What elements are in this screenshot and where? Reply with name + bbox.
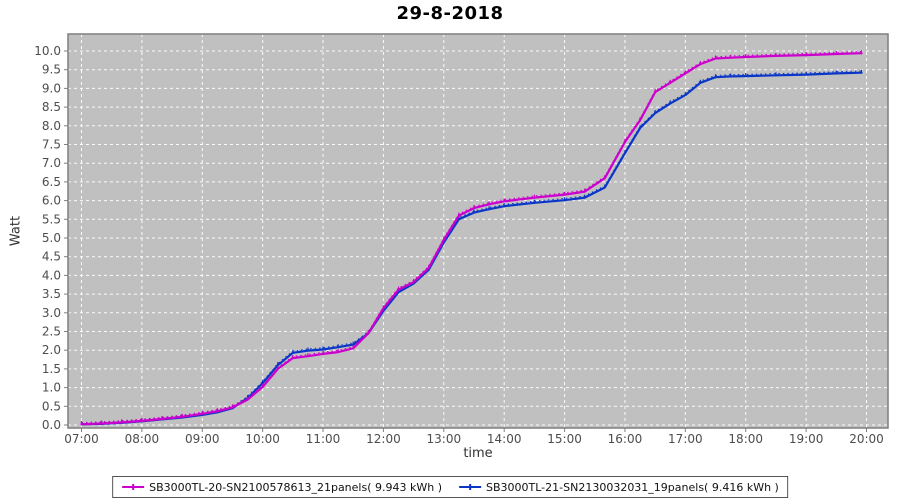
svg-text:09:00: 09:00 bbox=[185, 432, 220, 446]
svg-text:10:00: 10:00 bbox=[245, 432, 280, 446]
svg-text:2.5: 2.5 bbox=[42, 325, 61, 339]
svg-text:9.5: 9.5 bbox=[42, 63, 61, 77]
svg-text:2.0: 2.0 bbox=[42, 343, 61, 357]
legend-item-inverter-21: SB3000TL-21-SN2130032031_19panels( 9.416… bbox=[458, 481, 779, 494]
legend-label: SB3000TL-21-SN2130032031_19panels( 9.416… bbox=[486, 480, 779, 494]
legend-line-swatch-blue bbox=[459, 484, 481, 490]
svg-text:7.0: 7.0 bbox=[42, 156, 61, 170]
svg-text:0.5: 0.5 bbox=[42, 399, 61, 413]
svg-text:5.5: 5.5 bbox=[42, 212, 61, 226]
svg-text:8.0: 8.0 bbox=[42, 119, 61, 133]
svg-text:10.0: 10.0 bbox=[34, 44, 61, 58]
svg-text:4.0: 4.0 bbox=[42, 268, 61, 282]
svg-text:8.5: 8.5 bbox=[42, 100, 61, 114]
legend: SB3000TL-20-SN2100578613_21panels( 9.943… bbox=[112, 476, 788, 498]
svg-text:14:00: 14:00 bbox=[487, 432, 522, 446]
chart-title: 29-8-2018 bbox=[396, 3, 504, 24]
svg-text:17:00: 17:00 bbox=[668, 432, 703, 446]
svg-text:18:00: 18:00 bbox=[728, 432, 763, 446]
svg-text:4.5: 4.5 bbox=[42, 250, 61, 264]
svg-text:15:00: 15:00 bbox=[547, 432, 582, 446]
svg-text:6.0: 6.0 bbox=[42, 194, 61, 208]
legend-label: SB3000TL-20-SN2100578613_21panels( 9.943… bbox=[149, 480, 442, 494]
svg-text:5.0: 5.0 bbox=[42, 231, 61, 245]
svg-text:9.0: 9.0 bbox=[42, 81, 61, 95]
svg-text:3.5: 3.5 bbox=[42, 287, 61, 301]
svg-text:11:00: 11:00 bbox=[306, 432, 341, 446]
legend-line-swatch-magenta bbox=[122, 484, 145, 490]
svg-text:12:00: 12:00 bbox=[366, 432, 401, 446]
svg-text:3.0: 3.0 bbox=[42, 306, 61, 320]
svg-text:7.5: 7.5 bbox=[42, 138, 61, 152]
svg-text:16:00: 16:00 bbox=[608, 432, 643, 446]
legend-item-inverter-20: SB3000TL-20-SN2100578613_21panels( 9.943… bbox=[121, 481, 442, 494]
svg-text:19:00: 19:00 bbox=[789, 432, 824, 446]
x-axis-title: time bbox=[463, 446, 493, 461]
svg-text:13:00: 13:00 bbox=[427, 432, 462, 446]
svg-text:1.0: 1.0 bbox=[42, 381, 61, 395]
svg-text:1.5: 1.5 bbox=[42, 362, 61, 376]
svg-text:20:00: 20:00 bbox=[849, 432, 884, 446]
svg-text:08:00: 08:00 bbox=[125, 432, 160, 446]
svg-text:0.0: 0.0 bbox=[42, 418, 61, 432]
svg-text:07:00: 07:00 bbox=[64, 432, 99, 446]
svg-text:6.5: 6.5 bbox=[42, 175, 61, 189]
y-axis-title: Watt bbox=[8, 215, 24, 247]
